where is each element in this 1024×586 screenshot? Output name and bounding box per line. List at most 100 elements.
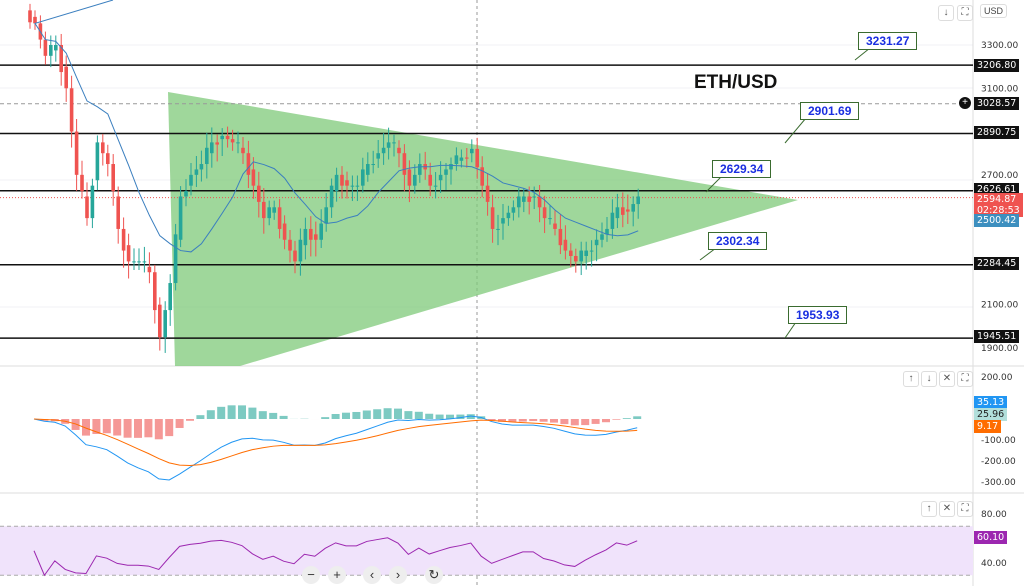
candle-body: [184, 191, 188, 197]
price-tick: 3300.00: [981, 41, 1018, 51]
macd-tick: -100.00: [981, 436, 1016, 446]
close-icon[interactable]: ✕: [939, 371, 955, 387]
level-annotation: 1953.93: [788, 306, 848, 324]
candle-body: [80, 174, 84, 192]
annotation-leader: [705, 175, 723, 193]
candle-body: [173, 234, 178, 284]
macd-value-label: 35.13: [974, 396, 1008, 409]
rsi-band: [0, 526, 973, 576]
candle-body: [465, 157, 469, 159]
add-icon[interactable]: +: [959, 97, 971, 109]
maximize-icon[interactable]: ⛶: [957, 5, 973, 21]
price-tick: 2700.00: [981, 171, 1018, 181]
close-icon[interactable]: ✕: [939, 501, 955, 517]
arrow-up-icon[interactable]: ↑: [903, 371, 919, 387]
scroll-left-button[interactable]: ‹: [363, 566, 381, 584]
candle-body: [298, 239, 303, 262]
candle-body: [454, 155, 459, 165]
candle-body: [376, 153, 380, 159]
macd-histogram-bar: [206, 410, 215, 419]
rsi-tick: 80.00: [981, 510, 1007, 520]
maximize-icon[interactable]: ⛶: [957, 501, 973, 517]
level-annotation: 2629.34: [712, 160, 772, 178]
candle-body: [449, 164, 453, 170]
candle-body: [418, 164, 422, 175]
macd-signal-label: 9.17: [974, 420, 1002, 433]
candle-body: [397, 147, 401, 154]
scroll-right-button[interactable]: ›: [389, 566, 407, 584]
candle-body: [251, 169, 256, 186]
candle-body: [126, 245, 131, 262]
candle-body: [210, 142, 214, 154]
candle-body: [548, 218, 552, 220]
candle-body: [267, 207, 271, 219]
candle-body: [355, 185, 360, 187]
candle-body: [563, 239, 568, 251]
macd-histogram-bar: [435, 414, 444, 419]
arrow-down-icon[interactable]: ↓: [938, 5, 954, 21]
candle-body: [517, 196, 521, 208]
candle-body: [631, 204, 635, 212]
last-price: 2594.87: [977, 194, 1017, 205]
currency-label[interactable]: USD: [980, 4, 1008, 18]
candle-body: [350, 185, 355, 187]
candle-body: [303, 228, 308, 246]
candle-body: [168, 283, 172, 311]
candle-body: [470, 148, 474, 154]
macd-histogram-bar: [217, 406, 226, 419]
candle-body: [542, 207, 547, 219]
candle-body: [220, 135, 224, 140]
candle-body: [485, 185, 490, 202]
macd-histogram-bar: [446, 414, 454, 419]
candle-body: [132, 261, 136, 263]
zoom-out-button[interactable]: −: [302, 566, 320, 584]
candle-body: [101, 142, 105, 154]
candle-body: [438, 174, 443, 181]
candle-body: [444, 169, 448, 175]
candle-body: [428, 174, 432, 186]
candle-body: [569, 250, 573, 256]
candle-body: [537, 196, 542, 208]
candle-body: [69, 88, 74, 132]
candle-body: [28, 10, 32, 23]
zoom-in-button[interactable]: +: [328, 566, 346, 584]
candle-body: [147, 266, 152, 273]
candle-body: [532, 196, 536, 198]
candle-body: [574, 255, 578, 262]
candle-body: [626, 209, 630, 212]
candle-body: [106, 153, 110, 165]
reset-chart-button[interactable]: ↻: [425, 566, 443, 584]
arrow-up-icon[interactable]: ↑: [921, 501, 937, 517]
candle-body: [610, 212, 615, 229]
macd-histogram-bar: [373, 409, 382, 419]
macd-histogram-bar: [612, 419, 621, 420]
macd-line: [33, 415, 638, 481]
macd-histogram-bar: [92, 419, 101, 434]
candle-body: [522, 196, 526, 202]
candle-body: [215, 142, 219, 145]
candle-body: [345, 180, 349, 186]
candle-body: [459, 157, 464, 161]
macd-histogram-bar: [466, 414, 475, 419]
macd-histogram-bar: [352, 411, 361, 419]
candle-body: [49, 45, 53, 56]
macd-histogram-bar: [321, 417, 330, 419]
macd-histogram-bar: [425, 413, 434, 419]
candle-body: [594, 239, 599, 246]
candle-body: [324, 207, 328, 224]
candle-body: [178, 196, 183, 240]
macd-histogram-bar: [279, 415, 288, 419]
price-tick: 1900.00: [981, 344, 1018, 354]
candle-body: [381, 147, 386, 154]
macd-histogram-bar: [581, 419, 590, 426]
candle-body: [366, 164, 370, 175]
candle-body: [230, 139, 235, 143]
candle-body: [319, 223, 323, 240]
macd-histogram-bar: [622, 418, 631, 419]
macd-histogram-bar: [591, 419, 600, 424]
maximize-icon[interactable]: ⛶: [957, 371, 973, 387]
arrow-down-icon[interactable]: ↓: [921, 371, 937, 387]
candle-body: [288, 239, 292, 251]
